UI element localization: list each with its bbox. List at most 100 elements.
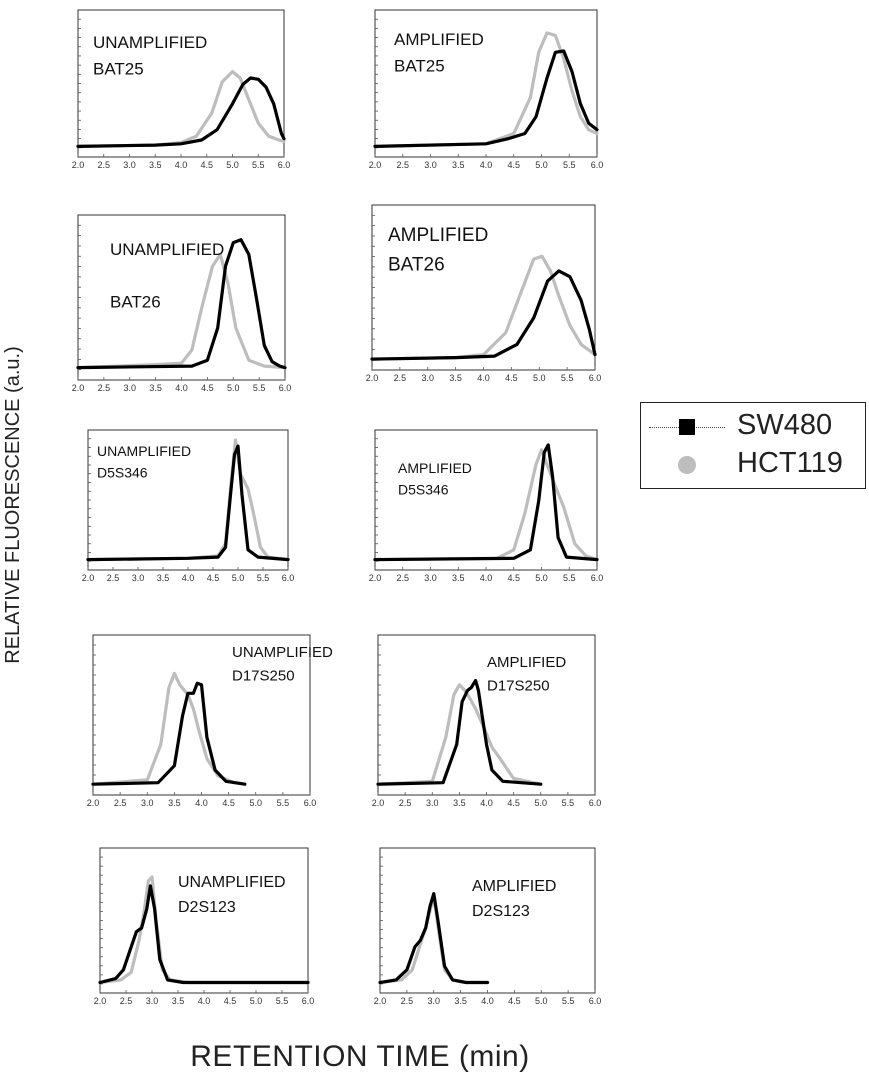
panel-frame: [92, 634, 311, 796]
legend: SW480 HCT119: [640, 402, 866, 489]
x-tick-label: 3.0: [427, 996, 440, 1006]
x-tick-label: 5.5: [276, 996, 289, 1006]
x-tick-label: 5.0: [533, 373, 546, 383]
x-tick-label: 3.5: [168, 798, 181, 808]
x-tick-label: 4.5: [507, 798, 520, 808]
x-tick-label: 5.5: [562, 996, 575, 1006]
x-tick-label: 6.0: [591, 573, 604, 583]
panel-label: D5S346: [97, 465, 148, 481]
x-tick-label: 3.5: [454, 996, 467, 1006]
panel-label: D5S346: [398, 482, 449, 498]
series-line-sw480: [76, 238, 287, 370]
x-tick-label: 3.0: [424, 160, 437, 170]
series-line-hct119: [76, 252, 287, 370]
x-tick-label: 2.0: [87, 798, 100, 808]
panel-label: BAT25: [93, 59, 144, 78]
series-line-hct119: [376, 683, 543, 786]
x-tick-label: 2.0: [82, 573, 95, 583]
series-line-sw480: [76, 76, 286, 148]
x-tick-label: 4.0: [477, 373, 490, 383]
x-tick-label: 6.0: [304, 798, 317, 808]
series-line-sw480: [86, 444, 290, 562]
panel-1: 2.0 2.5 3.0 3.5 4.0 4.5 5.0 5.5 6.0 UNAMPLIFIED BA…: [72, 9, 290, 170]
panel-frame: [377, 634, 596, 796]
x-tick-label: 2.5: [399, 798, 412, 808]
x-tick-label: 6.0: [591, 160, 604, 170]
x-tick-label: 3.5: [149, 383, 162, 393]
x-tick-label: 5.0: [535, 573, 548, 583]
x-tick-label: 5.5: [277, 798, 290, 808]
x-tick-label: 6.0: [282, 573, 295, 583]
x-tick-label: 4.0: [481, 996, 494, 1006]
panel-frame: [77, 214, 286, 381]
series-line-sw480: [376, 678, 543, 786]
x-tick-label: 6.0: [589, 996, 602, 1006]
x-tick-label: 4.5: [507, 160, 520, 170]
x-tick-label: 4.5: [507, 573, 520, 583]
series-line-hct119: [373, 31, 599, 148]
x-tick-label: 4.0: [480, 573, 493, 583]
x-tick-label: 2.5: [394, 373, 407, 383]
x-tick-label: 3.5: [157, 573, 170, 583]
x-tick-label: 3.5: [172, 996, 185, 1006]
x-tick-label: 2.0: [369, 573, 382, 583]
x-tick-label: 5.5: [563, 573, 576, 583]
series-line-sw480: [373, 443, 599, 562]
x-tick-label: 5.5: [253, 383, 266, 393]
panel-label: UNAMPLIFIED: [232, 644, 333, 661]
x-tick-label: 5.0: [227, 383, 240, 393]
panel-9: 2.0 2.5 3.0 3.5 4.0 4.5 5.0 5.5 6.0 UNAMPLIFIED D2…: [94, 847, 314, 1006]
panel-2: 2.0 2.5 3.0 3.5 4.0 4.5 5.0 5.5 6.0 AMPLIFIED BAT2…: [369, 9, 604, 170]
panel-5: 2.0 2.5 3.0 3.5 4.0 4.5 5.0 5.5 6.0 UNAMPLIFIED D5…: [82, 429, 295, 583]
x-tick-label: 2.0: [72, 160, 85, 170]
x-tick-label: 3.0: [132, 573, 145, 583]
x-tick-label: 3.0: [424, 573, 437, 583]
x-tick-label: 3.5: [149, 160, 162, 170]
x-tick-label: 3.0: [141, 798, 154, 808]
series-line-hct119: [370, 254, 597, 361]
panel-label: AMPLIFIED: [388, 225, 488, 246]
x-tick-label: 2.0: [366, 373, 379, 383]
panel-label: D2S123: [472, 903, 530, 920]
panel-label: AMPLIFIED: [487, 654, 566, 671]
x-tick-label: 3.0: [123, 383, 136, 393]
x-tick-label: 3.5: [452, 573, 465, 583]
x-tick-label: 2.5: [396, 160, 409, 170]
x-tick-label: 2.5: [107, 573, 120, 583]
x-tick-label: 2.5: [97, 160, 110, 170]
x-tick-label: 4.5: [222, 798, 235, 808]
x-tick-label: 4.0: [175, 383, 188, 393]
panel-frame: [87, 429, 289, 571]
panel-label: UNAMPLIFIED: [178, 874, 286, 891]
x-tick-label: 4.5: [508, 996, 521, 1006]
x-tick-label: 4.5: [201, 383, 214, 393]
legend-label-hct119: HCT119: [737, 447, 843, 479]
panel-label: D17S250: [232, 667, 295, 684]
x-tick-label: 4.5: [207, 573, 220, 583]
legend-item-sw480: SW480: [641, 407, 865, 447]
panel-8: 2.0 2.5 3.0 3.5 4.0 4.5 5.0 5.5 6.0 AMPLIFIED D17S…: [372, 634, 602, 808]
panel-label: BAT26: [388, 254, 445, 275]
x-tick-label: 6.0: [589, 798, 602, 808]
x-tick-label: 4.5: [224, 996, 237, 1006]
x-tick-label: 5.0: [249, 798, 262, 808]
x-tick-label: 5.0: [250, 996, 263, 1006]
x-tick-label: 3.0: [123, 160, 136, 170]
x-tick-label: 5.5: [561, 373, 574, 383]
x-tick-label: 5.0: [535, 160, 548, 170]
x-tick-label: 4.0: [195, 798, 208, 808]
x-tick-label: 2.0: [369, 160, 382, 170]
panel-6: 2.0 2.5 3.0 3.5 4.0 4.5 5.0 5.5 6.0 AMPLIFIED D5S3…: [369, 429, 604, 583]
panel-frame: [374, 9, 598, 158]
panel-label: BAT26: [110, 293, 161, 312]
x-tick-label: 6.0: [589, 373, 602, 383]
x-tick-label: 4.0: [175, 160, 188, 170]
x-tick-label: 2.0: [94, 996, 107, 1006]
x-tick-label: 5.0: [534, 798, 547, 808]
x-tick-label: 5.0: [226, 160, 239, 170]
panel-3: 2.0 2.5 3.0 3.5 4.0 4.5 5.0 5.5 6.0 UNAMPLIFIED BA…: [72, 214, 291, 393]
panel-label: D2S123: [178, 899, 236, 916]
x-tick-label: 2.5: [98, 383, 111, 393]
x-tick-label: 5.5: [563, 160, 576, 170]
